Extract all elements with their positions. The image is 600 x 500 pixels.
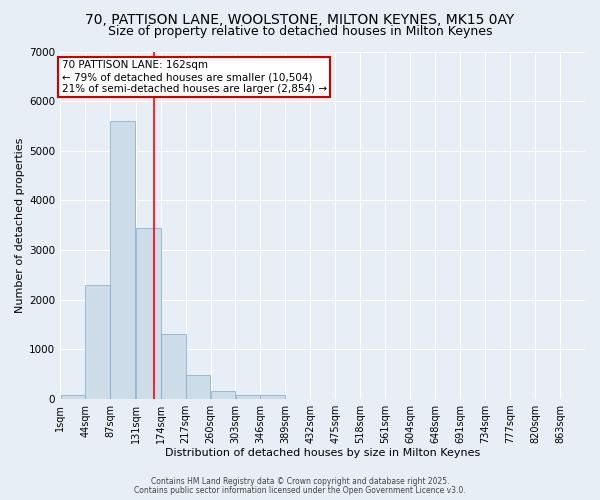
Bar bbox=[211, 391, 235, 399]
Text: Contains HM Land Registry data © Crown copyright and database right 2025.: Contains HM Land Registry data © Crown c… bbox=[151, 477, 449, 486]
Bar bbox=[61, 395, 85, 399]
Text: Contains public sector information licensed under the Open Government Licence v3: Contains public sector information licen… bbox=[134, 486, 466, 495]
Text: 70, PATTISON LANE, WOOLSTONE, MILTON KEYNES, MK15 0AY: 70, PATTISON LANE, WOOLSTONE, MILTON KEY… bbox=[85, 12, 515, 26]
Bar bbox=[85, 285, 110, 399]
Bar bbox=[186, 375, 211, 399]
X-axis label: Distribution of detached houses by size in Milton Keynes: Distribution of detached houses by size … bbox=[165, 448, 480, 458]
Bar bbox=[110, 121, 135, 399]
Text: Size of property relative to detached houses in Milton Keynes: Size of property relative to detached ho… bbox=[108, 25, 492, 38]
Text: 70 PATTISON LANE: 162sqm
← 79% of detached houses are smaller (10,504)
21% of se: 70 PATTISON LANE: 162sqm ← 79% of detach… bbox=[62, 60, 327, 94]
Bar bbox=[161, 334, 185, 399]
Y-axis label: Number of detached properties: Number of detached properties bbox=[15, 138, 25, 313]
Bar bbox=[136, 228, 161, 399]
Bar bbox=[236, 395, 260, 399]
Bar bbox=[260, 395, 285, 399]
